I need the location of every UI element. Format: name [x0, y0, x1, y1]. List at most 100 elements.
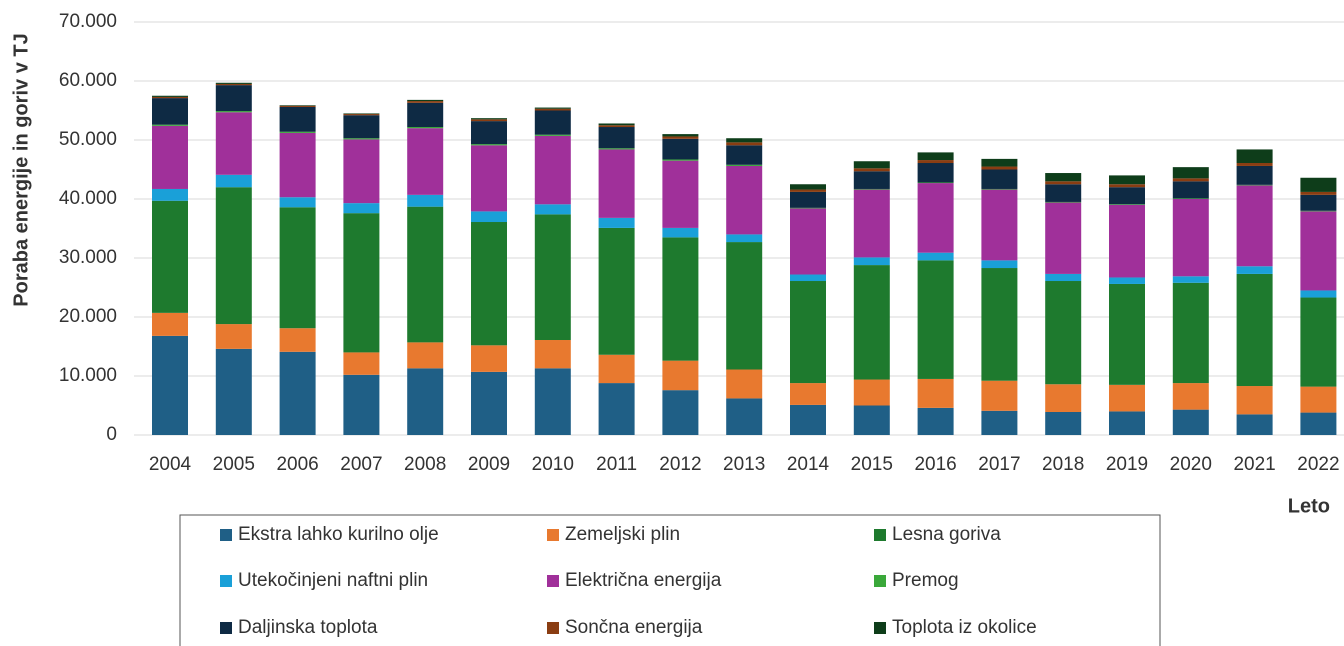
bar-segment	[343, 138, 380, 140]
bar-segment	[1172, 178, 1209, 182]
bar-segment	[662, 134, 699, 137]
bar-segment	[790, 383, 826, 405]
bar-segment	[917, 252, 954, 261]
bar-segment	[1236, 414, 1273, 435]
bar-segment	[1045, 411, 1082, 435]
bar-segment	[407, 194, 444, 207]
bar-segment	[407, 99, 444, 102]
bar-segment	[853, 168, 890, 172]
legend-swatch	[220, 529, 232, 541]
x-tick-label: 2010	[532, 454, 574, 475]
bar-segment	[534, 135, 571, 205]
bar-segment	[598, 227, 635, 355]
bar-segment	[407, 342, 444, 369]
bar-segment	[726, 164, 763, 166]
bar-segment	[215, 187, 252, 325]
bar-segment	[1236, 266, 1273, 274]
bar-segment	[343, 139, 380, 204]
bar-segment	[1236, 165, 1273, 185]
x-axis-title: Leto	[1288, 495, 1330, 517]
bar-segment	[343, 114, 380, 116]
y-tick-label: 10.000	[59, 365, 117, 386]
bar-segment	[853, 188, 890, 190]
bar-segment	[598, 148, 635, 150]
bar-segment	[981, 380, 1018, 411]
bar-segment	[598, 383, 635, 435]
bar-segment	[471, 345, 507, 372]
bar-segment	[471, 371, 507, 435]
bar-segment	[279, 105, 316, 106]
bar-segment	[1300, 194, 1337, 211]
bar-segment	[152, 96, 188, 99]
legend-label: Ekstra lahko kurilno olje	[238, 524, 439, 545]
bar-segment	[215, 83, 252, 86]
bar-segment	[471, 222, 507, 346]
bar-segment	[853, 189, 890, 258]
bar-segment	[534, 340, 571, 369]
bar-segment	[917, 407, 954, 435]
bar-segment	[407, 368, 444, 435]
bar-segment	[981, 188, 1018, 190]
bar-segment	[726, 369, 763, 399]
bar-segment	[853, 257, 890, 266]
bar-segment	[853, 171, 890, 189]
bar-segment	[790, 274, 826, 282]
bar-segment	[343, 352, 380, 375]
bar-segment	[917, 378, 954, 408]
bar-segment	[917, 260, 954, 379]
bar-segment	[279, 197, 316, 208]
legend-label: Zemeljski plin	[565, 524, 680, 545]
bar-segment	[152, 124, 188, 126]
bar-segment	[1236, 386, 1273, 415]
bar-segment	[471, 211, 507, 223]
legend-box	[179, 514, 1161, 646]
bar-segment	[598, 217, 635, 228]
bar-segment	[1300, 297, 1337, 387]
x-tick-label: 2008	[404, 454, 446, 475]
bar-segment	[726, 142, 763, 146]
bar-segment	[534, 214, 571, 341]
bar-segment	[1172, 198, 1209, 199]
legend-swatch	[547, 575, 559, 587]
bar-segment	[726, 398, 763, 435]
x-tick-label: 2014	[787, 454, 830, 475]
bar-segment	[662, 237, 699, 361]
bar-segment	[726, 138, 763, 143]
bar-segment	[1045, 202, 1082, 274]
bar-segment	[407, 101, 444, 103]
bar-segment	[662, 390, 699, 435]
bar-segment	[215, 112, 252, 175]
bar-segment	[215, 111, 252, 113]
x-tick-label: 2020	[1170, 454, 1212, 475]
bar-segment	[981, 158, 1018, 167]
bar-segment	[853, 161, 890, 169]
bar-segment	[662, 227, 699, 238]
bar-segment	[726, 242, 763, 370]
legend-swatch	[547, 622, 559, 634]
legend-label: Sončna energija	[565, 617, 703, 638]
bar-segment	[279, 132, 316, 198]
bar-segment	[1300, 412, 1337, 435]
x-tick-label: 2019	[1106, 454, 1148, 475]
bar-segment	[1300, 191, 1337, 195]
bar-segment	[1172, 383, 1209, 410]
bar-segment	[598, 354, 635, 384]
bar-segment	[1045, 281, 1082, 385]
bar-segment	[981, 410, 1018, 435]
bar-segment	[1236, 273, 1273, 387]
bar-segment	[1300, 177, 1337, 192]
bar-segment	[215, 174, 252, 188]
x-tick-label: 2016	[914, 454, 956, 475]
bar-segment	[981, 260, 1018, 269]
bar-segment	[1045, 184, 1082, 202]
bar-segment	[662, 136, 699, 139]
bar-segment	[1045, 201, 1082, 203]
legend-label: Lesna goriva	[892, 524, 1001, 545]
bar-segment	[534, 204, 571, 215]
bar-segment	[279, 106, 316, 132]
bar-segment	[1172, 167, 1209, 179]
legend-label: Toplota iz okolice	[892, 617, 1037, 638]
bar-segment	[471, 121, 507, 145]
bar-segment	[1109, 411, 1145, 435]
